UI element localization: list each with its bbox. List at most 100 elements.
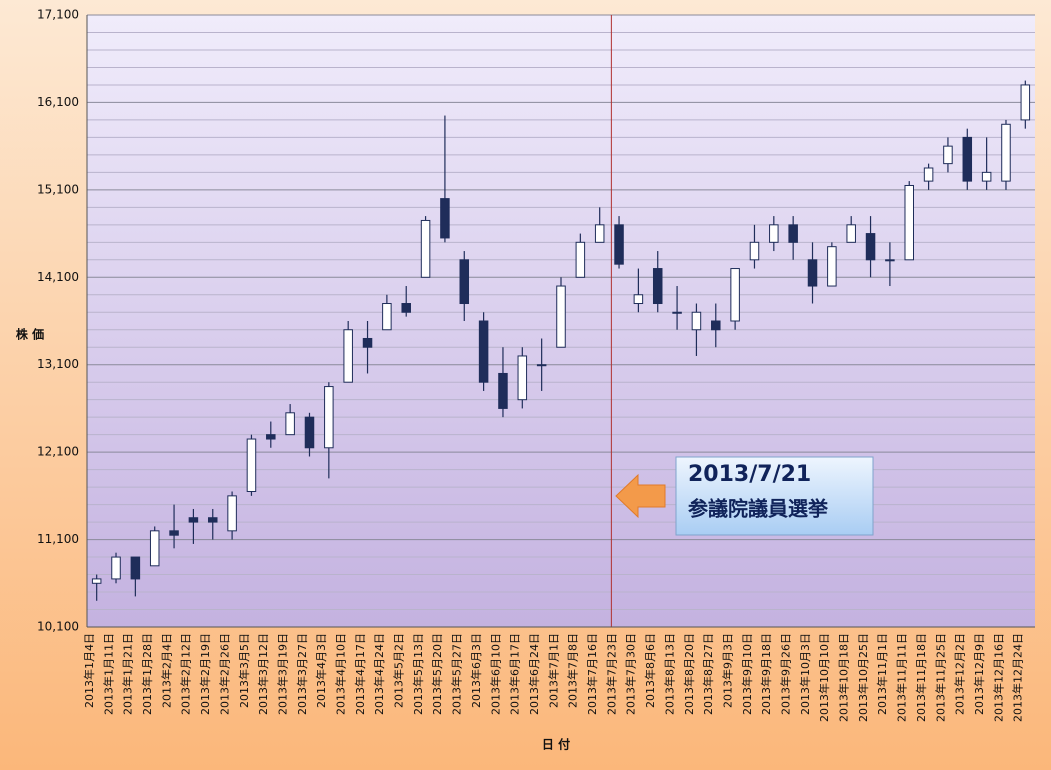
candle-body: [498, 372, 508, 409]
x-tick-label: 2013年9月26日: [778, 633, 792, 715]
x-tick-label: 2013年9月10日: [740, 633, 754, 715]
candle-body: [440, 198, 450, 239]
x-tick-label: 2013年10月10日: [817, 633, 831, 722]
x-tick-label: 2013年3月5日: [237, 633, 251, 708]
x-tick-label: 2013年7月8日: [566, 633, 580, 708]
candle-body: [266, 434, 276, 440]
x-tick-label: 2013年6月17日: [508, 633, 522, 715]
x-tick-label: 2013年4月10日: [334, 633, 348, 715]
candle-body: [246, 438, 257, 492]
arrow: [615, 473, 666, 519]
x-tick-label: 2013年1月28日: [140, 633, 154, 715]
candle-body: [478, 320, 489, 383]
candle-body: [769, 224, 779, 243]
y-tick-label: 16,100: [37, 95, 79, 109]
y-tick-label: 15,100: [37, 182, 79, 196]
x-tick-label: 2013年1月11日: [101, 633, 115, 715]
x-tick-label: 2013年4月3日: [314, 633, 328, 708]
y-tick-label: 10,100: [37, 620, 79, 634]
x-tick-label: 2013年6月10日: [488, 633, 502, 715]
candle-body: [730, 268, 740, 322]
x-tick-label: 2013年3月19日: [275, 633, 289, 715]
candle-body: [556, 285, 566, 348]
candle-body: [517, 355, 528, 401]
candle-body: [807, 259, 818, 287]
x-tick-label: 2013年7月1日: [546, 633, 560, 708]
x-tick-label: 2013年6月24日: [527, 633, 541, 715]
x-tick-label: 2013年8月6日: [643, 633, 657, 708]
candle-body: [149, 530, 160, 567]
y-axis-title: 株 価: [16, 327, 44, 342]
candle-body: [614, 224, 624, 265]
x-tick-label: 2013年4月24日: [372, 633, 386, 715]
x-tick-label: 2013年5月13日: [411, 633, 425, 715]
candle-body: [227, 495, 237, 532]
candle-body: [362, 337, 373, 348]
candle-body: [343, 329, 353, 383]
x-tick-label: 2013年12月2日: [953, 633, 967, 715]
candle-body: [1020, 84, 1031, 121]
x-tick-label: 2013年2月12日: [179, 633, 193, 715]
x-tick-label: 2013年1月4日: [82, 633, 96, 708]
candle-body: [923, 167, 934, 182]
candle-body: [904, 184, 915, 261]
x-tick-label: 2013年7月30日: [624, 633, 638, 715]
x-tick-label: 2013年10月18日: [837, 633, 851, 722]
x-tick-label: 2013年7月16日: [585, 633, 599, 715]
candle-body: [981, 171, 992, 182]
candle-body: [846, 224, 856, 243]
candle-body: [420, 219, 431, 278]
candle-body: [401, 303, 411, 313]
candle-body: [169, 530, 179, 536]
candle-body: [962, 136, 973, 182]
x-tick-label: 2013年8月13日: [662, 633, 676, 715]
x-tick-label: 2013年10月3日: [798, 633, 812, 715]
x-tick-label: 2013年11月25日: [933, 633, 947, 722]
y-tick-label: 12,100: [37, 445, 79, 459]
x-tick-label: 2013年5月20日: [430, 633, 444, 715]
candle-body: [788, 224, 798, 243]
candle-body: [672, 311, 682, 314]
x-tick-label: 2013年5月27日: [450, 633, 464, 715]
candle-body: [827, 246, 837, 287]
candle-body: [943, 145, 953, 165]
x-tick-label: 2013年11月1日: [875, 633, 889, 715]
candle-body: [749, 241, 760, 261]
annotation-date: 2013/7/21: [688, 462, 811, 487]
candle-body: [324, 386, 334, 449]
candle-body: [285, 412, 295, 436]
x-tick-label: 2013年10月25日: [856, 633, 870, 722]
x-tick-label: 2013年12月9日: [972, 633, 986, 715]
candle-body: [382, 303, 392, 331]
x-axis-title: 日 付: [542, 737, 570, 752]
x-tick-label: 2013年9月18日: [759, 633, 773, 715]
candle-body: [188, 517, 199, 523]
x-tick-label: 2013年8月20日: [682, 633, 696, 715]
x-tick-label: 2013年2月19日: [198, 633, 212, 715]
x-tick-label: 2013年1月21日: [121, 633, 135, 715]
x-tick-label: 2013年11月11日: [895, 633, 909, 722]
x-tick-label: 2013年3月27日: [295, 633, 309, 715]
candle-body: [459, 259, 470, 305]
y-tick-label: 17,100: [37, 8, 79, 22]
x-tick-label: 2013年3月12日: [256, 633, 270, 715]
x-tick-label: 2013年4月17日: [353, 633, 367, 715]
x-tick-label: 2013年9月3日: [720, 633, 734, 708]
candle-body: [91, 578, 102, 584]
candle-body: [304, 416, 315, 449]
x-tick-label: 2013年12月16日: [991, 633, 1005, 722]
candle-body: [1001, 123, 1011, 182]
y-tick-label: 11,100: [37, 532, 79, 546]
candle-body: [130, 556, 141, 580]
y-tick-label: 13,100: [37, 357, 79, 371]
x-tick-label: 2013年2月4日: [159, 633, 173, 708]
x-tick-label: 2013年2月26日: [217, 633, 231, 715]
x-tick-label: 2013年11月18日: [914, 633, 928, 722]
annotation-text: 参議院議員選挙: [688, 497, 829, 521]
candle-body: [207, 517, 218, 523]
x-tick-label: 2013年5月2日: [392, 633, 406, 708]
candle-body: [594, 224, 605, 243]
candle-body: [536, 364, 547, 367]
candle-body: [575, 241, 586, 278]
